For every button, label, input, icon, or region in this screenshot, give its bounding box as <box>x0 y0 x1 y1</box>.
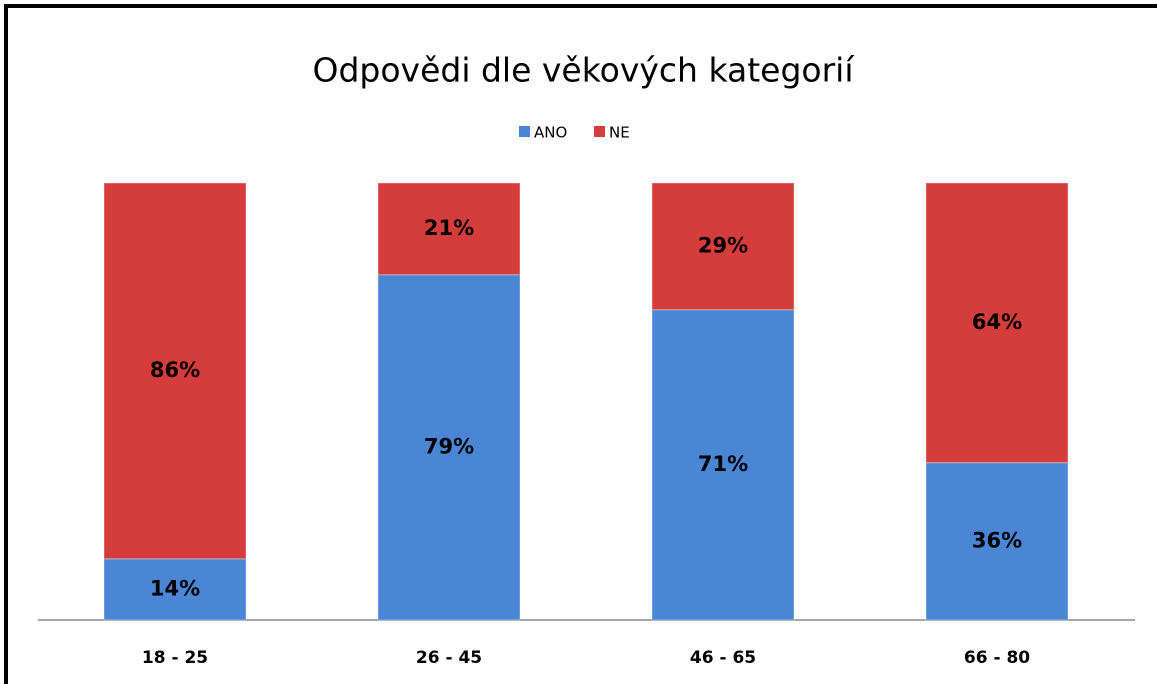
bar-segment <box>925 462 1069 621</box>
bar-segment <box>925 182 1069 464</box>
bar-segment <box>651 309 795 621</box>
data-label: 71% <box>698 452 748 476</box>
bar-segment <box>103 558 247 621</box>
data-label: 14% <box>150 576 200 600</box>
legend-swatch <box>594 126 605 137</box>
x-tick-label: 66 - 80 <box>964 648 1030 668</box>
legend-label: NE <box>609 124 630 142</box>
data-label: 21% <box>424 216 474 240</box>
bar-segment <box>103 182 247 560</box>
data-label: 86% <box>150 358 200 382</box>
x-tick-label: 46 - 65 <box>690 648 756 668</box>
bar-segment <box>377 274 521 621</box>
bar-segment <box>377 182 521 276</box>
bar-segment <box>651 182 795 311</box>
data-label: 64% <box>972 310 1022 334</box>
legend-label: ANO <box>534 124 567 142</box>
legend-swatch <box>519 126 530 137</box>
data-label: 36% <box>972 528 1022 552</box>
data-label: 79% <box>424 434 474 458</box>
x-tick-label: 18 - 25 <box>142 648 208 668</box>
chart-title: Odpovědi dle věkových kategorií <box>312 51 855 90</box>
data-label: 29% <box>698 233 748 257</box>
x-tick-label: 26 - 45 <box>416 648 482 668</box>
